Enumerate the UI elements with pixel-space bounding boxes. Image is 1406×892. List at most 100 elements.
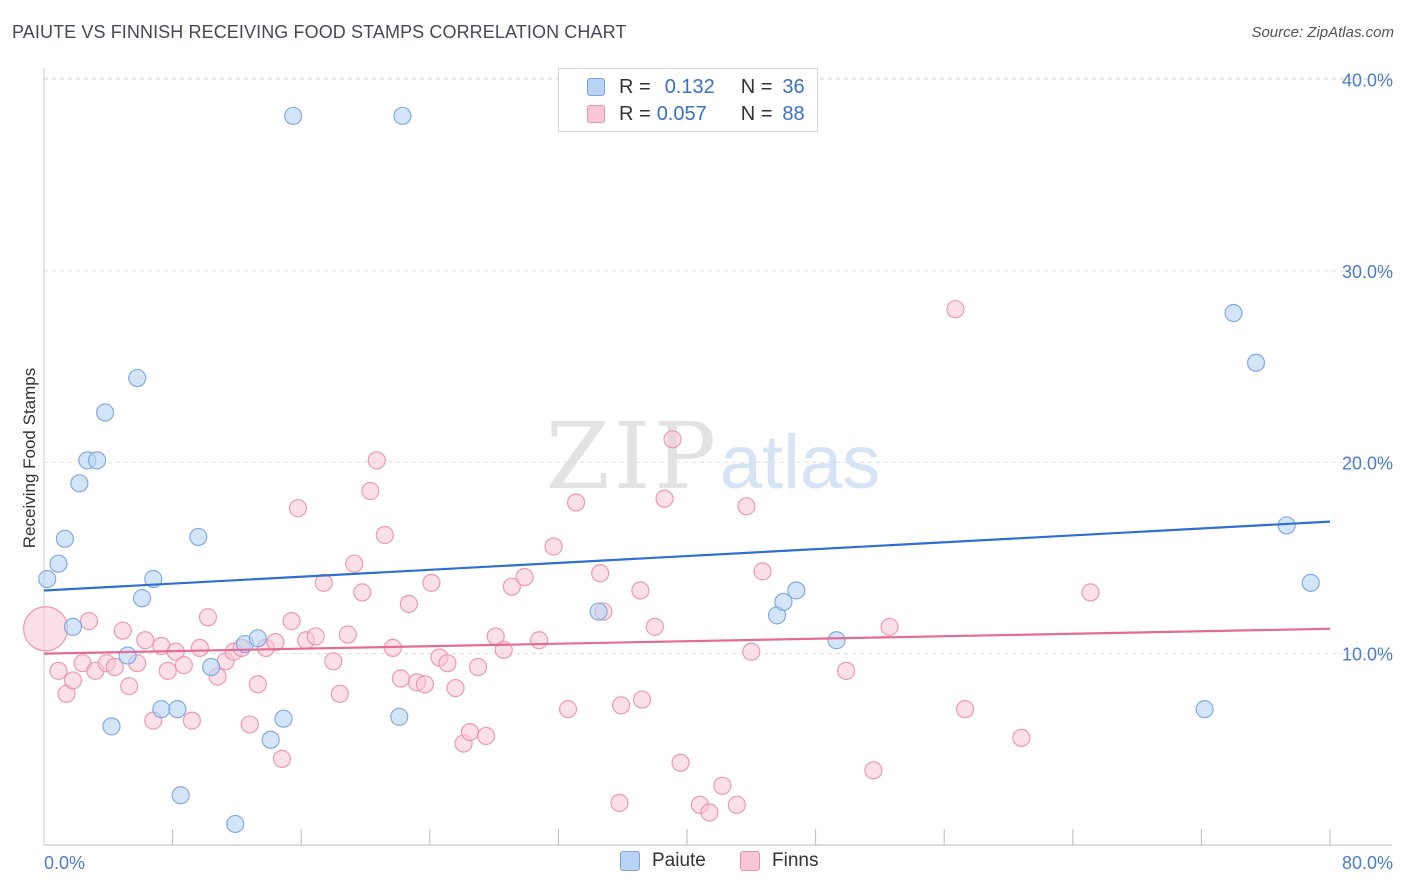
- finns-point: [399, 594, 419, 613]
- y-tick-labels: 10.0% 20.0% 30.0% 40.0%: [1342, 71, 1393, 665]
- finns-point: [190, 638, 210, 658]
- finns-point: [1012, 728, 1031, 747]
- finns-point: [422, 573, 441, 592]
- y-tick-label: 20.0%: [1342, 453, 1393, 473]
- trend-lines: [43, 520, 1331, 655]
- paiute-point: [38, 569, 57, 589]
- finns-point: [198, 608, 218, 627]
- paiute-point: [1246, 353, 1266, 372]
- paiute-point: [118, 646, 137, 665]
- finns-point: [361, 481, 380, 501]
- finns-point: [23, 606, 69, 652]
- finns-point: [314, 573, 333, 592]
- paiute-point: [102, 717, 121, 736]
- finns-point: [136, 631, 155, 650]
- finns-point: [753, 562, 772, 581]
- stats-legend: R = 0.132 N = 36 R = 0.057 N = 88: [558, 68, 818, 132]
- paiute-point: [144, 569, 163, 589]
- paiute-trend-line: [43, 520, 1331, 592]
- source-label: Source: ZipAtlas.com: [1251, 24, 1394, 41]
- finns-point: [367, 451, 386, 470]
- finns-point: [671, 753, 690, 772]
- finns-point: [955, 700, 975, 719]
- finns-point: [120, 677, 139, 696]
- paiute-point: [1224, 303, 1243, 323]
- finns-point: [288, 499, 308, 518]
- finns-point: [375, 525, 394, 545]
- paiute-point: [152, 700, 171, 719]
- paiute-point: [189, 527, 208, 547]
- finns-point: [530, 631, 549, 650]
- y-axis-label: Receiving Food Stamps: [20, 368, 39, 548]
- paiute-point: [774, 592, 793, 612]
- finns-point: [591, 564, 610, 583]
- finns-point: [174, 656, 193, 675]
- finns-point: [645, 617, 664, 636]
- legend-item-paiute[interactable]: Paiute: [620, 850, 706, 872]
- paiute-point: [589, 602, 608, 621]
- paiute-swatch: [587, 78, 605, 96]
- paiute-point: [261, 730, 280, 749]
- finns-point: [611, 696, 631, 715]
- paiute-point: [171, 786, 190, 805]
- paiute-point: [1301, 573, 1320, 592]
- finns-point: [438, 654, 457, 673]
- finns-point: [515, 567, 534, 587]
- series-legend: Paiute Finns: [0, 850, 1406, 878]
- paiute-point: [132, 589, 152, 608]
- paiute-points: [38, 106, 1320, 834]
- finns-point: [330, 684, 349, 703]
- paiute-point: [1195, 700, 1214, 719]
- finns-point: [946, 300, 965, 319]
- finns-swatch: [587, 105, 605, 123]
- paiute-point: [248, 629, 267, 648]
- finns-point: [113, 621, 132, 640]
- finns-point: [544, 537, 563, 556]
- finns-point: [880, 617, 899, 636]
- finns-point: [700, 803, 719, 822]
- finns-swatch: [740, 851, 760, 871]
- finns-point: [79, 612, 99, 631]
- finns-point: [158, 661, 177, 680]
- finns-point: [737, 497, 756, 516]
- n-value: 36: [782, 75, 805, 98]
- legend-item-finns[interactable]: Finns: [740, 850, 818, 872]
- paiute-point: [1277, 516, 1296, 535]
- finns-point: [566, 493, 586, 512]
- grid-lines: [44, 77, 1392, 655]
- finns-point: [63, 671, 83, 690]
- finns-points: [23, 300, 1100, 822]
- paiute-point: [55, 529, 74, 548]
- x-tick-label: 80.0%: [1342, 853, 1393, 873]
- stats-row-finns: R = 0.057 N = 88: [587, 101, 805, 127]
- r-label: R =: [619, 102, 651, 125]
- finns-point: [353, 583, 372, 602]
- finns-point: [248, 675, 267, 694]
- stats-row-paiute: R = 0.132 N = 36: [587, 74, 805, 100]
- paiute-point: [95, 403, 115, 422]
- paiute-point: [226, 814, 245, 834]
- legend-label: Paiute: [652, 850, 706, 871]
- finns-point: [272, 749, 292, 768]
- finns-point: [476, 726, 496, 746]
- paiute-point: [168, 700, 187, 719]
- watermark-zip: ZIP: [546, 403, 720, 510]
- finns-point: [502, 577, 521, 596]
- axes: [43, 68, 1392, 846]
- paiute-point: [63, 617, 83, 636]
- y-tick-label: 40.0%: [1342, 71, 1393, 91]
- finns-point: [306, 627, 325, 646]
- n-value: 88: [782, 102, 805, 125]
- finns-point: [610, 793, 629, 813]
- paiute-point: [274, 709, 293, 728]
- n-label: N =: [740, 75, 773, 98]
- finns-point: [338, 625, 357, 644]
- finns-point: [240, 715, 259, 734]
- finns-point: [282, 612, 301, 631]
- finns-point: [49, 661, 68, 680]
- finns-trend-line: [43, 627, 1331, 655]
- y-tick-label: 10.0%: [1342, 645, 1393, 665]
- finns-point: [632, 690, 652, 709]
- paiute-point: [49, 554, 68, 573]
